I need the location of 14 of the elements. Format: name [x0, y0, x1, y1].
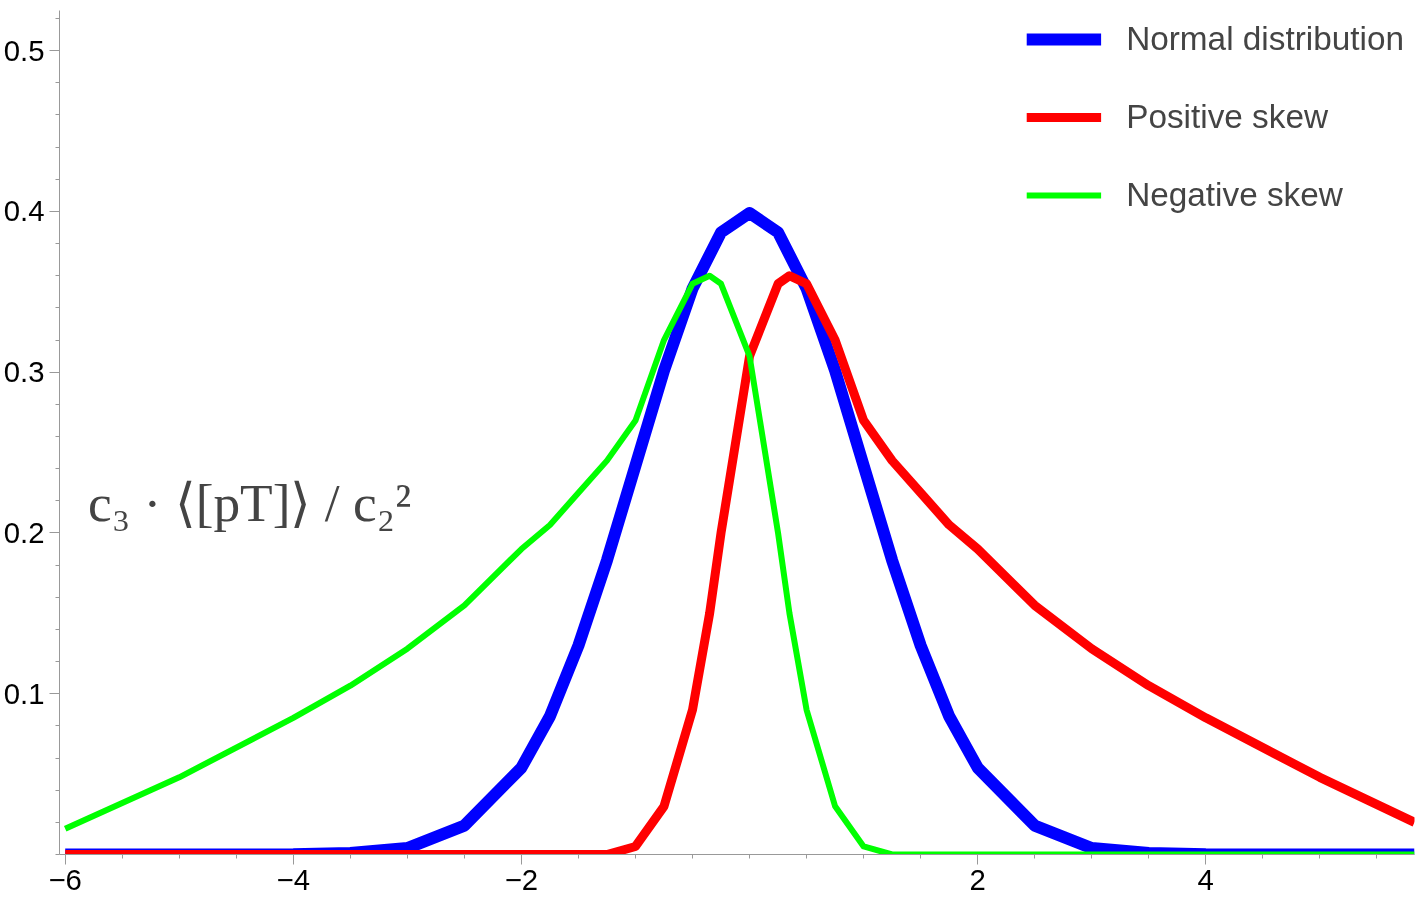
legend-label: Normal distribution [1126, 20, 1404, 58]
annotation: c₃ · ⟨[pT]⟩ / c₂² [88, 472, 412, 533]
x-tick-label: 2 [969, 862, 986, 896]
y-tick-label: 0.5 [3, 33, 45, 67]
x-tick-label: 4 [1197, 862, 1214, 896]
x-tick-label: −6 [48, 862, 82, 896]
y-tick-label: 0.2 [3, 515, 45, 549]
x-tick-label: −4 [276, 862, 311, 896]
y-tick-label: 0.4 [3, 194, 45, 228]
legend-label: Negative skew [1126, 176, 1343, 214]
legend-label: Positive skew [1126, 98, 1329, 136]
y-tick-label: 0.3 [3, 355, 45, 389]
x-tick-label: −2 [504, 862, 539, 896]
y-tick-label: 0.1 [3, 676, 45, 710]
